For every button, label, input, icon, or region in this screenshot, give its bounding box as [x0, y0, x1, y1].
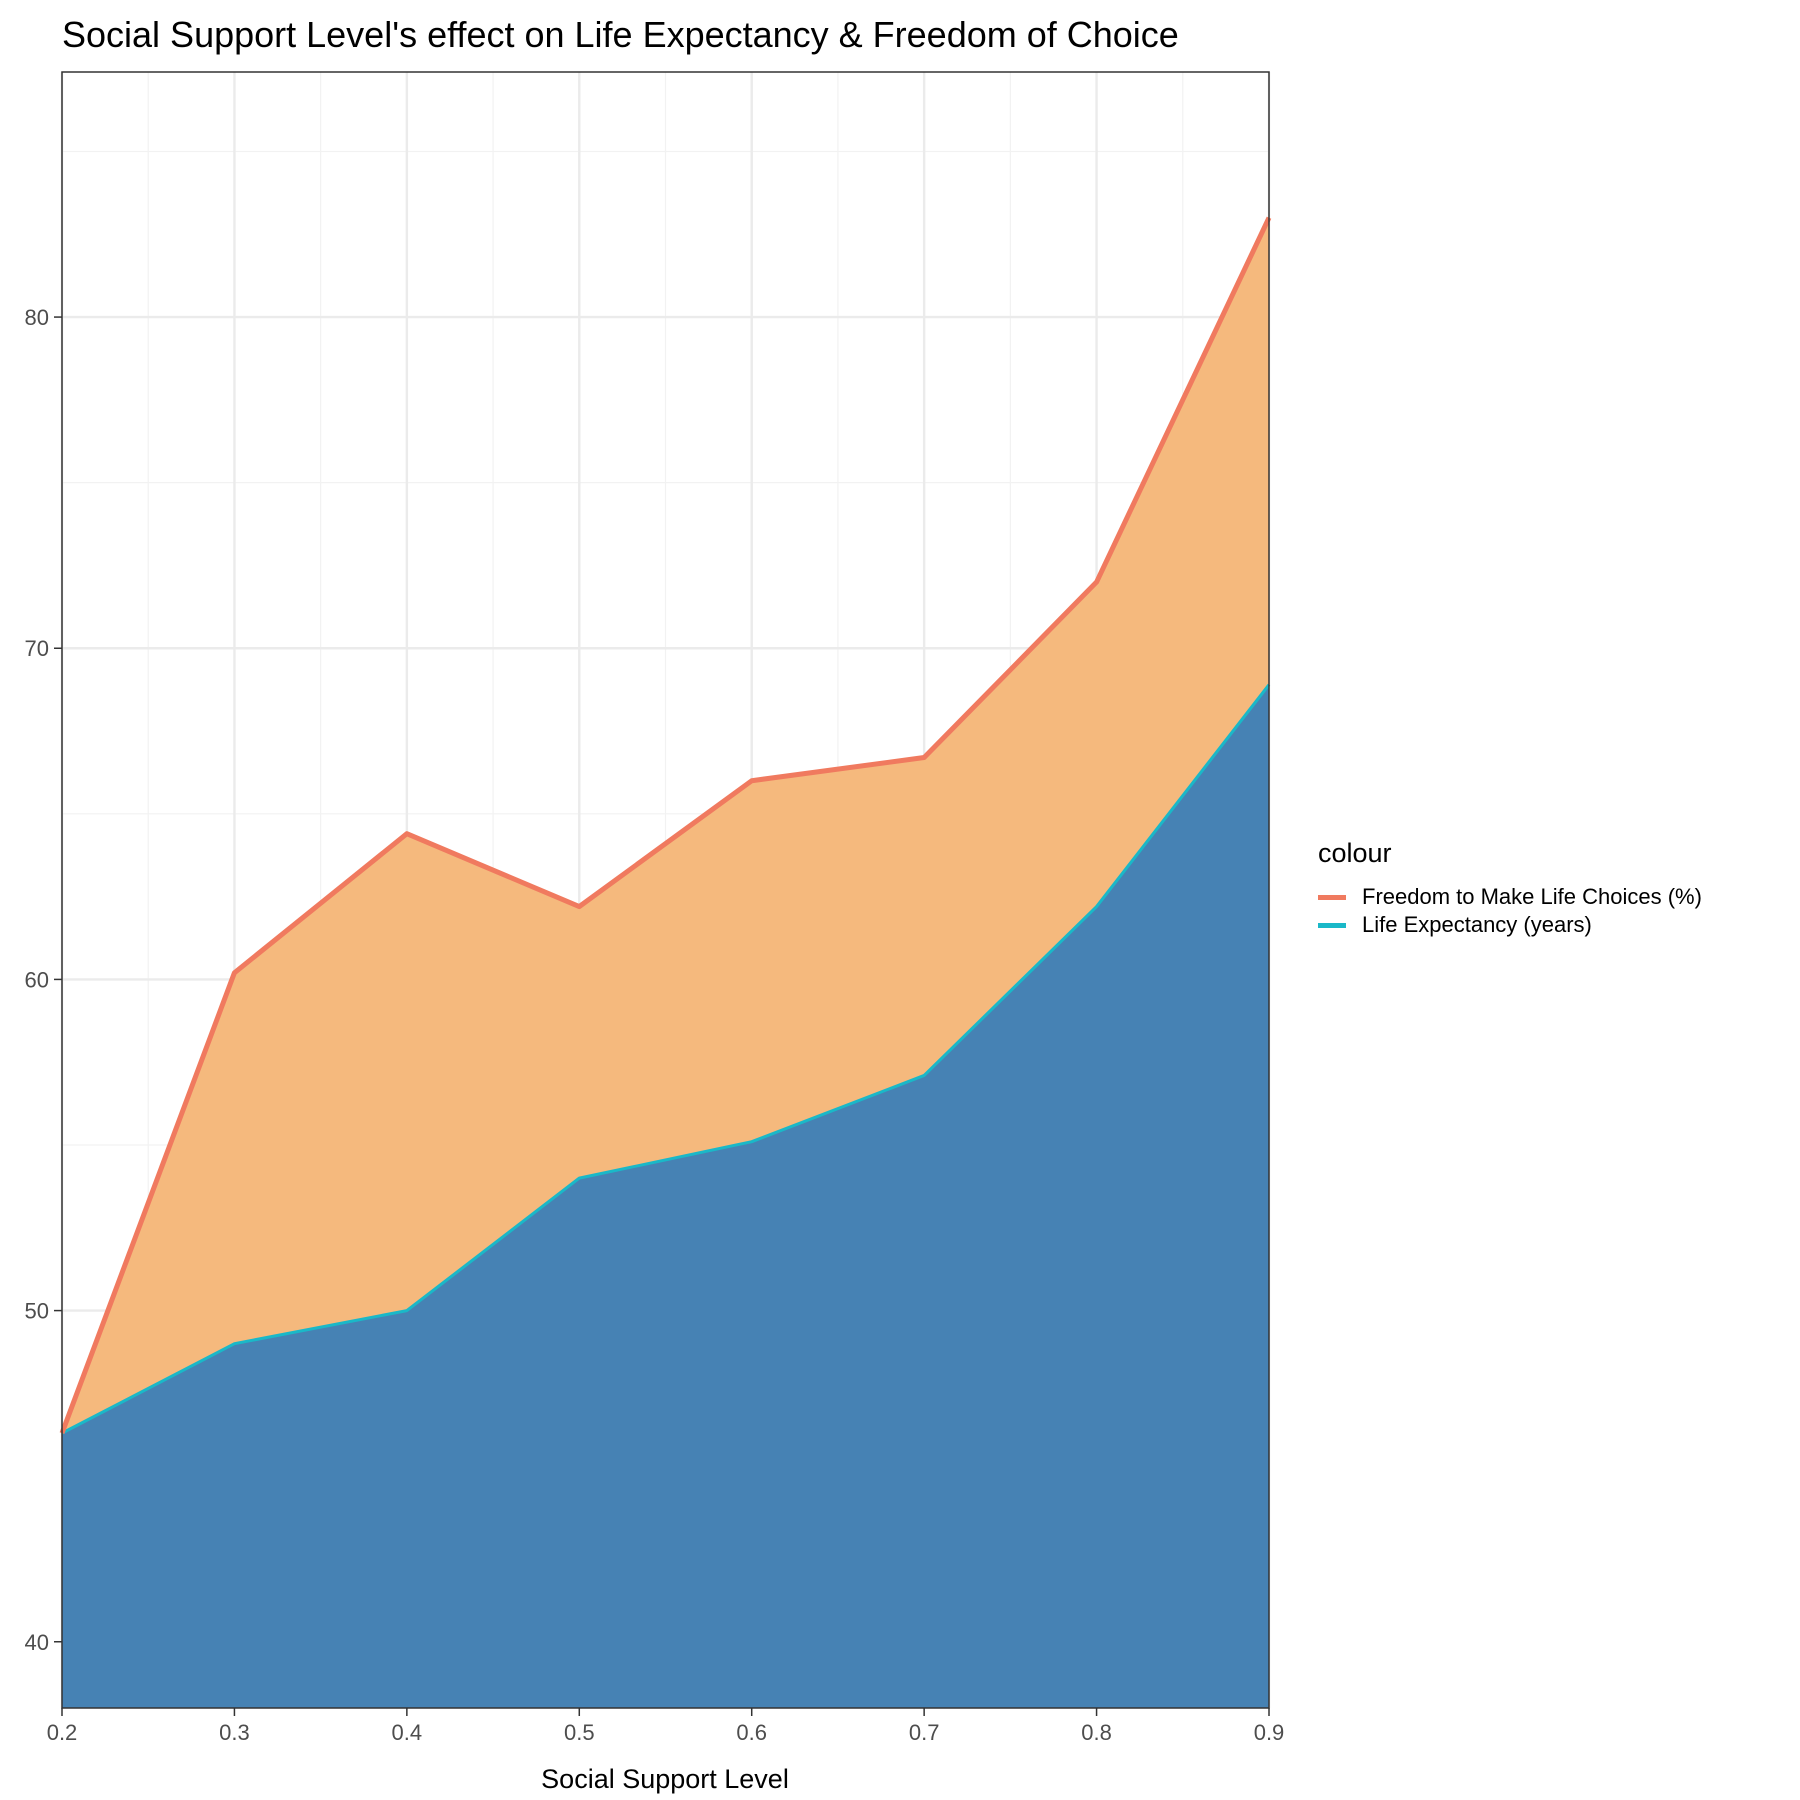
legend-item-freedom: Freedom to Make Life Choices (%)	[1318, 883, 1702, 911]
y-tick-label: 50	[25, 1299, 49, 1324]
x-tick-label: 0.8	[1081, 1720, 1112, 1745]
legend-item-life-expectancy: Life Expectancy (years)	[1318, 911, 1702, 939]
x-tick-label: 0.4	[392, 1720, 423, 1745]
y-tick-label: 40	[25, 1630, 49, 1655]
x-tick-label: 0.7	[909, 1720, 940, 1745]
plot-panel-border	[61, 71, 1270, 1709]
x-tick-label: 0.3	[219, 1720, 250, 1745]
x-tick-label: 0.5	[564, 1720, 595, 1745]
x-axis-title: Social Support Level	[541, 1764, 789, 1794]
area-life-expectancy	[62, 684, 1269, 1708]
x-tick-label: 0.2	[47, 1720, 78, 1745]
legend-key-life-expectancy	[1318, 922, 1346, 928]
y-tick-label: 80	[25, 305, 49, 330]
legend-label-freedom: Freedom to Make Life Choices (%)	[1362, 884, 1702, 909]
data-areas	[62, 217, 1269, 1709]
legend: colour Freedom to Make Life Choices (%) …	[1318, 838, 1702, 939]
x-tick-label: 0.9	[1254, 1720, 1285, 1745]
x-tick-label: 0.6	[736, 1720, 767, 1745]
legend-title: colour	[1318, 838, 1392, 868]
legend-label-life-expectancy: Life Expectancy (years)	[1362, 912, 1592, 937]
line-freedom	[59, 216, 1272, 1435]
chart-title: Social Support Level's effect on Life Ex…	[62, 14, 1179, 55]
legend-key-freedom	[1318, 894, 1346, 900]
axis-ticks: 0.2 0.3 0.4 0.5 0.6 0.7 0.8 0.9 40 50 60 70 80	[25, 305, 1285, 1745]
series-lines	[59, 216, 1272, 1435]
line-life-expectancy	[61, 683, 1271, 1435]
y-tick-label: 70	[25, 636, 49, 661]
y-tick-label: 60	[25, 967, 49, 992]
